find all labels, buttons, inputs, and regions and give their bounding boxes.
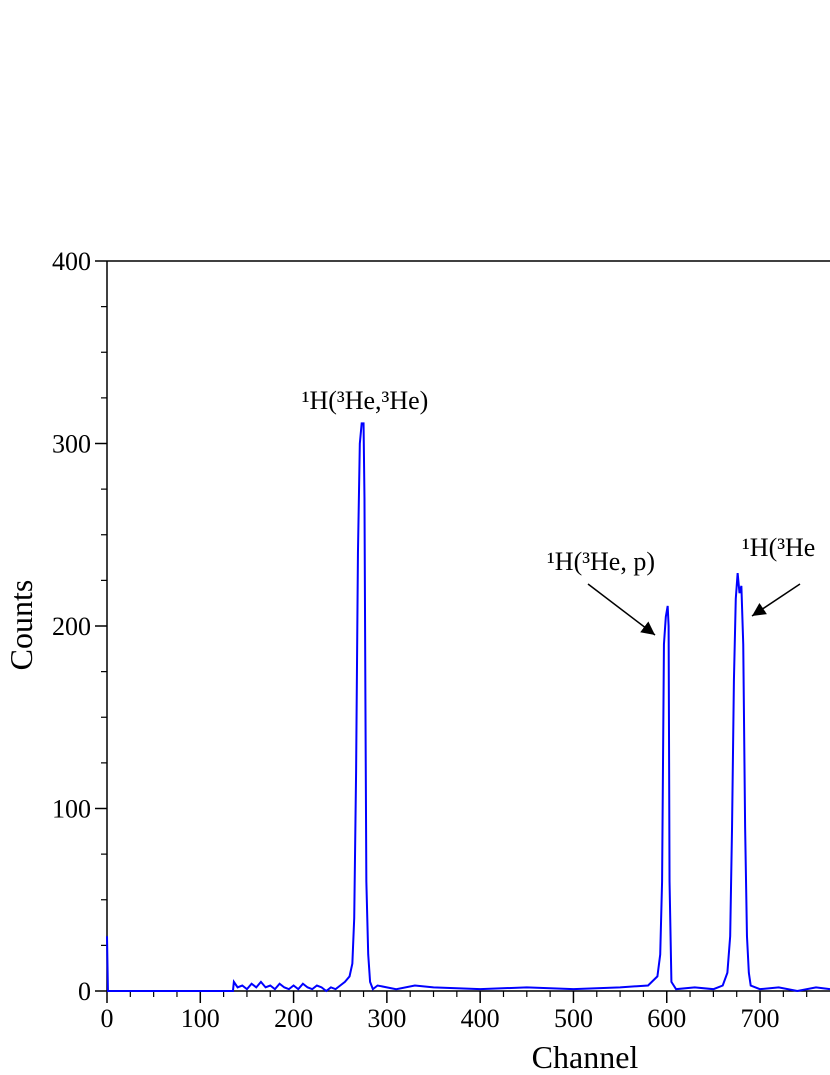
y-tick-label: 400 xyxy=(52,247,91,276)
x-axis-title: Channel xyxy=(532,1039,639,1075)
arrow xyxy=(587,583,656,636)
annotation: ¹H(³He,³He) xyxy=(302,386,429,415)
y-tick-label: 0 xyxy=(78,977,91,1006)
arrow xyxy=(751,583,801,617)
x-tick-label: 700 xyxy=(741,1004,780,1033)
x-tick-label: 100 xyxy=(181,1004,220,1033)
annotation: ¹H(³He, p) xyxy=(547,547,655,576)
y-tick-label: 300 xyxy=(52,430,91,459)
x-tick-label: 300 xyxy=(367,1004,406,1033)
x-tick-label: 600 xyxy=(647,1004,686,1033)
spectrum-line xyxy=(106,422,830,993)
y-tick-label: 100 xyxy=(52,795,91,824)
x-tick-label: 500 xyxy=(554,1004,593,1033)
x-tick-label: 400 xyxy=(461,1004,500,1033)
x-tick-label: 0 xyxy=(101,1004,114,1033)
y-tick-label: 200 xyxy=(52,612,91,641)
x-tick-label: 200 xyxy=(274,1004,313,1033)
annotation: ¹H(³He xyxy=(742,533,815,562)
y-axis-title: Counts xyxy=(3,580,39,671)
